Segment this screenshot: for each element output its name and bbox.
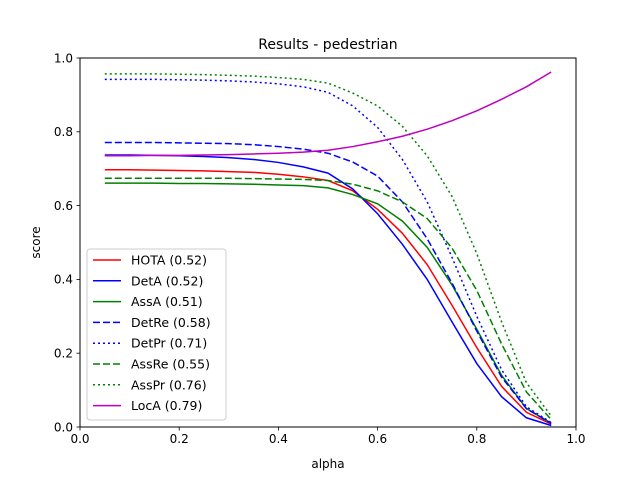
legend-label: AssRe (0.55): [131, 357, 210, 372]
axes-frame: [79, 57, 577, 428]
chart-title: Results - pedestrian: [258, 37, 397, 53]
y-tick-label: 0.6: [54, 199, 73, 213]
y-tick-label: 0.0: [54, 420, 73, 434]
legend: HOTA (0.52) DetA (0.52) AssA (0.51) DetRe (…: [86, 248, 227, 421]
legend-label: DetRe (0.58): [131, 315, 211, 330]
x-tick-label: 0.8: [467, 432, 486, 446]
plot-area: [104, 71, 552, 427]
legend-label: DetA (0.52): [131, 273, 203, 288]
series-line-assre-0-55: [104, 177, 552, 421]
y-tick-label: 0.8: [54, 125, 73, 139]
legend-box: [86, 248, 227, 421]
x-axis-label: alpha: [311, 457, 344, 471]
legend-label: DetPr (0.71): [131, 336, 207, 351]
x-axis: 0.0 0.2 0.4 0.6 0.8 1.0: [70, 427, 586, 446]
series-line-detre-0-58: [104, 141, 552, 424]
series-line-assa-0-51: [104, 182, 552, 424]
x-tick-label: 0.2: [170, 432, 189, 446]
y-axis: 0.0 0.2 0.4 0.6 0.8 1.0: [54, 51, 80, 434]
y-axis-label: score: [29, 226, 43, 258]
legend-label: AssA (0.51): [131, 294, 203, 309]
y-tick-label: 0.2: [54, 347, 73, 361]
x-tick-label: 0.4: [269, 432, 288, 446]
legend-label: LocA (0.79): [131, 398, 202, 413]
y-tick-label: 0.4: [54, 273, 73, 287]
legend-label: AssPr (0.76): [131, 377, 207, 392]
x-tick-label: 0.6: [368, 432, 387, 446]
y-tick-label: 1.0: [54, 51, 73, 65]
x-tick-label: 0.0: [70, 432, 89, 446]
legend-label: HOTA (0.52): [131, 253, 207, 268]
x-tick-label: 1.0: [566, 432, 585, 446]
series-line-loca-0-79: [104, 71, 552, 157]
